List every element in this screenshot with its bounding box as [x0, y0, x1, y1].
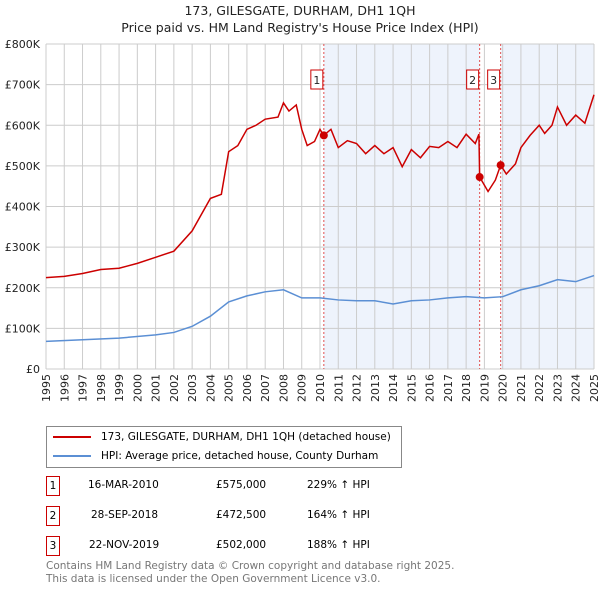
- sale-label-box: [487, 69, 501, 90]
- x-tick-label: 2012: [351, 374, 364, 402]
- x-tick-label: 2017: [442, 374, 455, 402]
- x-tick-label: 2025: [588, 374, 600, 402]
- sale-date: 28-SEP-2018: [91, 509, 159, 521]
- footer-copyright: Contains HM Land Registry data © Crown c…: [46, 560, 455, 572]
- x-tick-label: 2006: [241, 374, 254, 402]
- x-tick-label: 2011: [332, 374, 345, 402]
- x-tick-label: 2021: [515, 374, 528, 402]
- x-tick-label: 2014: [387, 374, 400, 402]
- x-tick-label: 2022: [533, 374, 546, 402]
- sale-point: [496, 161, 505, 170]
- series-line: [45, 94, 595, 279]
- legend-swatch-blue: [53, 455, 91, 457]
- x-tick-label: 2008: [277, 374, 290, 402]
- y-tick-label: £500K: [5, 160, 41, 173]
- sale-label: 1: [313, 74, 320, 87]
- x-tick-label: 2018: [460, 374, 473, 402]
- sale-label-box: [466, 69, 480, 90]
- y-tick-label: £100K: [5, 322, 41, 335]
- y-tick-label: £300K: [5, 241, 41, 254]
- x-tick-label: 2010: [314, 374, 327, 402]
- y-tick-label: £700K: [5, 79, 41, 92]
- x-tick-label: 2001: [150, 374, 163, 402]
- series-line: [45, 274, 595, 343]
- sale-date: 22-NOV-2019: [89, 539, 160, 551]
- sale-hpi: 229% ↑ HPI: [307, 479, 370, 491]
- sale-point: [319, 131, 328, 140]
- sale-date: 16-MAR-2010: [88, 479, 159, 491]
- x-tick-label: 1996: [58, 374, 71, 402]
- x-tick-label: 2007: [259, 374, 272, 402]
- sale-marker-badge: 3: [46, 536, 60, 556]
- sale-label-box: [310, 69, 324, 90]
- line-chart: 1995 1996 1997 1998 1999 2000 2001 2002 2003 2004…: [5, 38, 600, 402]
- x-tick-label: 2024: [570, 374, 583, 402]
- x-tick-label: 1999: [113, 374, 126, 402]
- x-tick-label: 1995: [40, 374, 53, 402]
- x-tick-label: 2005: [223, 374, 236, 402]
- sale-hpi: 164% ↑ HPI: [307, 509, 370, 521]
- y-tick-label: £600K: [5, 119, 41, 132]
- y-tick-label: £400K: [5, 201, 41, 214]
- sale-price: £472,500: [216, 509, 267, 521]
- y-tick-label: £200K: [5, 282, 41, 295]
- sale-point: [475, 173, 484, 182]
- chart-subtitle: Price paid vs. HM Land Registry's House …: [121, 20, 479, 35]
- x-tick-label: 2016: [424, 374, 437, 402]
- x-tick-label: 2003: [186, 374, 199, 402]
- legend: 173, GILESGATE, DURHAM, DH1 1QH (detache…: [46, 426, 402, 468]
- legend-swatch-red: [53, 436, 91, 438]
- x-tick-label: 2015: [405, 374, 418, 402]
- x-tick-label: 2019: [478, 374, 491, 402]
- footer: Contains HM Land Registry data © Crown c…: [46, 560, 454, 586]
- y-tick-label: £0: [26, 363, 40, 376]
- x-tick-label: 2013: [369, 374, 382, 402]
- x-tick-label: 2004: [204, 374, 217, 402]
- legend-label: HPI: Average price, detached house, Coun…: [101, 450, 379, 462]
- x-tick-label: 1997: [77, 374, 90, 402]
- chart-title: 173, GILESGATE, DURHAM, DH1 1QH: [184, 3, 416, 18]
- x-tick-label: 2009: [296, 374, 309, 402]
- legend-item-hpi: HPI: Average price, detached house, Coun…: [53, 447, 378, 465]
- sale-marker-badge: 1: [46, 476, 60, 496]
- sale-hpi: 188% ↑ HPI: [307, 539, 370, 551]
- x-tick-label: 2020: [497, 374, 510, 402]
- x-tick-label: 2000: [131, 374, 144, 402]
- sale-label: 2: [469, 74, 476, 87]
- x-tick-label: 2023: [551, 374, 564, 402]
- footer-licence: This data is licensed under the Open Gov…: [46, 573, 381, 585]
- sale-price: £502,000: [216, 539, 267, 551]
- sale-price: £575,000: [216, 479, 267, 491]
- y-tick-label: £800K: [5, 38, 41, 51]
- x-tick-label: 2002: [168, 374, 181, 402]
- legend-label: 173, GILESGATE, DURHAM, DH1 1QH (detache…: [101, 431, 391, 443]
- legend-item-property: 173, GILESGATE, DURHAM, DH1 1QH (detache…: [53, 428, 391, 446]
- x-tick-label: 1998: [95, 374, 108, 402]
- sale-label: 3: [490, 74, 497, 87]
- sale-marker-badge: 2: [46, 506, 60, 526]
